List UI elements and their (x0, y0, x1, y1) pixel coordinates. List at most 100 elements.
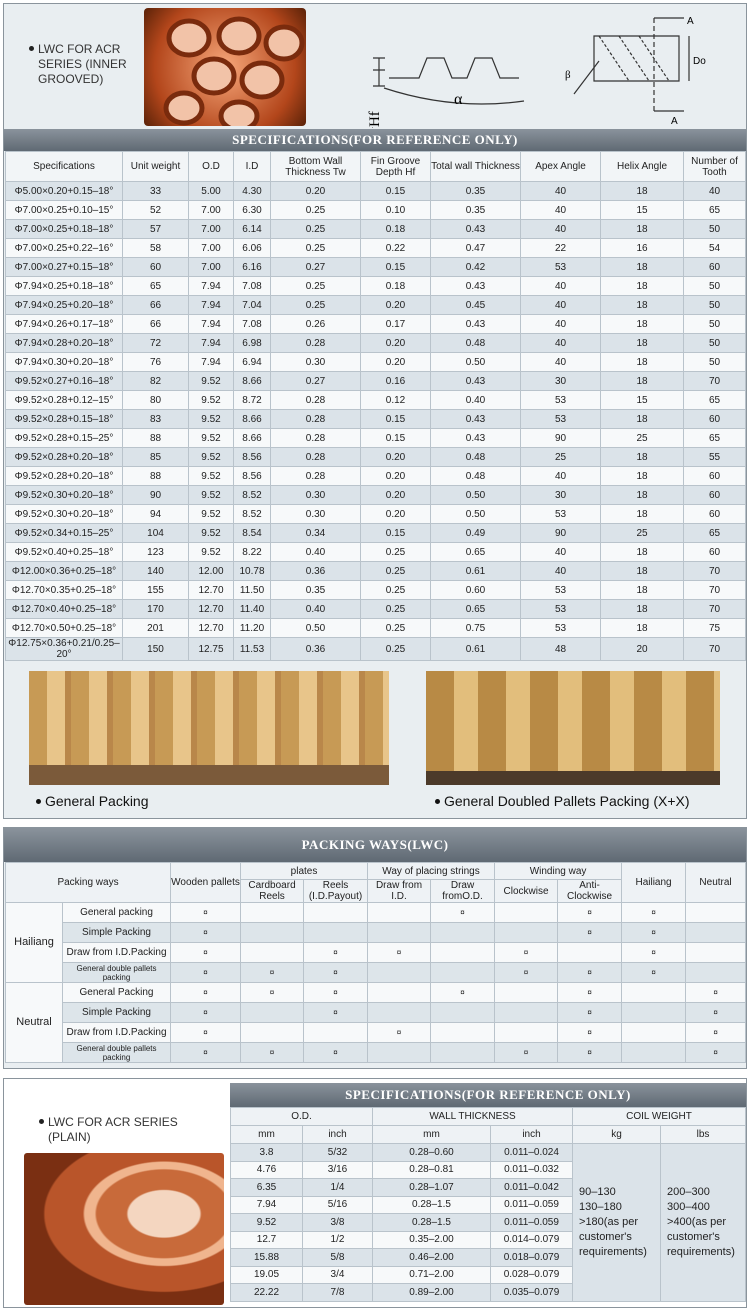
cell: 60 (683, 542, 746, 562)
cell: 18 (600, 333, 684, 353)
column-header: Bottom Wall Thickness Tw (270, 151, 361, 182)
cell: 3/16 (302, 1160, 373, 1179)
cell: ¤ (170, 1022, 242, 1043)
column-header: Hailiang (621, 862, 687, 903)
cell: 4.30 (233, 181, 271, 201)
cell: 8.66 (233, 371, 271, 391)
cell (303, 1022, 369, 1043)
cell: 5/16 (302, 1195, 373, 1214)
cell: ¤ (557, 922, 623, 943)
cell: 0.25 (360, 542, 431, 562)
spec-row: Φ9.52×0.40+0.25–18° 123 9.52 8.22 0.40 0.25 0.… (5, 542, 746, 562)
cell: 6.06 (233, 238, 271, 258)
cell: 25 (520, 447, 601, 467)
cell: 70 (683, 637, 746, 661)
cell: ¤ (367, 1022, 432, 1043)
cell: 9.52 (188, 504, 234, 524)
unit-header: lbs (660, 1125, 746, 1144)
cell: 0.50 (430, 504, 521, 524)
cell: 0.46–2.00 (372, 1248, 491, 1267)
cell: 0.011–0.032 (489, 1160, 574, 1179)
cell: 0.43 (430, 371, 521, 391)
cell: 70 (683, 371, 746, 391)
cell (557, 942, 623, 963)
cell (367, 1042, 432, 1063)
cell: 40 (520, 333, 601, 353)
cell: 1/4 (302, 1178, 373, 1197)
cell (303, 922, 369, 943)
cell: 155 (122, 580, 189, 600)
cell: 18 (600, 599, 684, 619)
cell: ¤ (685, 1002, 746, 1023)
spec-row: Φ9.52×0.30+0.20–18° 94 9.52 8.52 0.30 0.20 0.5… (5, 504, 746, 524)
cell: 7.94 (188, 333, 234, 353)
cell: 50 (683, 352, 746, 372)
cell: ¤ (621, 902, 687, 923)
cell: 0.75 (430, 618, 521, 638)
cell: 0.25 (270, 238, 361, 258)
cell (494, 1002, 559, 1023)
cell: Φ12.00×0.36+0.25–18° (5, 561, 123, 581)
cell: 7.00 (188, 238, 234, 258)
cell: Φ7.94×0.25+0.18–18° (5, 276, 123, 296)
cell: 40 (520, 295, 601, 315)
cell: 3.8 (230, 1143, 303, 1162)
cell: ¤ (621, 942, 687, 963)
cell: 53 (520, 390, 601, 410)
cell: 8.54 (233, 523, 271, 543)
do-label: Do (693, 56, 706, 67)
product-name: LWC FOR ACR SERIES (PLAIN) (39, 1115, 198, 1145)
cell: 9.52 (188, 542, 234, 562)
cell: 8.52 (233, 504, 271, 524)
cell: 0.25 (360, 618, 431, 638)
cell: ¤ (303, 982, 369, 1003)
cell: ¤ (557, 902, 623, 923)
cell: Φ9.52×0.28+0.20–18° (5, 466, 123, 486)
spec-title: SPECIFICATIONS(FOR REFERENCE ONLY) (4, 129, 746, 151)
cell: 53 (520, 504, 601, 524)
tube-ends (163, 16, 305, 133)
cell: 9.52 (188, 409, 234, 429)
cell: 7.94 (188, 295, 234, 315)
tw-hf-label: TwHf (367, 111, 383, 128)
cell: ¤ (170, 922, 242, 943)
cell: Φ7.00×0.27+0.15–18° (5, 257, 123, 277)
cell: 8.66 (233, 428, 271, 448)
cell: 0.43 (430, 314, 521, 334)
cell: ¤ (494, 1042, 559, 1063)
cell: 60 (683, 409, 746, 429)
cell: 0.15 (360, 523, 431, 543)
cell: 18 (600, 181, 684, 201)
cell: 150 (122, 637, 189, 661)
plain-panel: LWC FOR ACR SERIES (PLAIN) SPECIFICATION… (3, 1078, 747, 1308)
column-header: Draw from I.D. (367, 879, 432, 903)
lbs-cell: 200–300 300–400 >400(as per customer's req… (660, 1143, 746, 1302)
packing-row: Hailiang General packing ¤ ¤ ¤ ¤ (5, 902, 746, 983)
spec-row: Φ5.00×0.20+0.15–18° 33 5.00 4.30 0.20 0.15 0.3… (5, 181, 746, 201)
cell: 7.94 (188, 276, 234, 296)
cell: 52 (122, 200, 189, 220)
photo-caption: General Packing (36, 793, 149, 809)
cell: 40 (683, 181, 746, 201)
cell: 0.014–0.079 (489, 1230, 574, 1249)
cell: Φ9.52×0.34+0.15–25° (5, 523, 123, 543)
cell: 0.28 (270, 466, 361, 486)
product-name: LWC FOR ACR SERIES (INNER GROOVED) (29, 42, 127, 86)
cell: 6.98 (233, 333, 271, 353)
cell: Φ9.52×0.28+0.15–25° (5, 428, 123, 448)
cell: 0.25 (270, 276, 361, 296)
cell: 0.25 (270, 295, 361, 315)
lbs-range: 300–400 (667, 1200, 710, 1213)
cell: 6.16 (233, 257, 271, 277)
cell: Φ9.52×0.28+0.15–18° (5, 409, 123, 429)
cell: 10.78 (233, 561, 271, 581)
cell (367, 982, 432, 1003)
column-header: Packing ways (4, 862, 172, 903)
cell: 8.56 (233, 447, 271, 467)
cell: 7.00 (188, 200, 234, 220)
cell: 0.011–0.059 (489, 1195, 574, 1214)
cell (621, 982, 687, 1003)
column-header: Anti-Clockwise (557, 879, 623, 903)
cell: 65 (683, 428, 746, 448)
